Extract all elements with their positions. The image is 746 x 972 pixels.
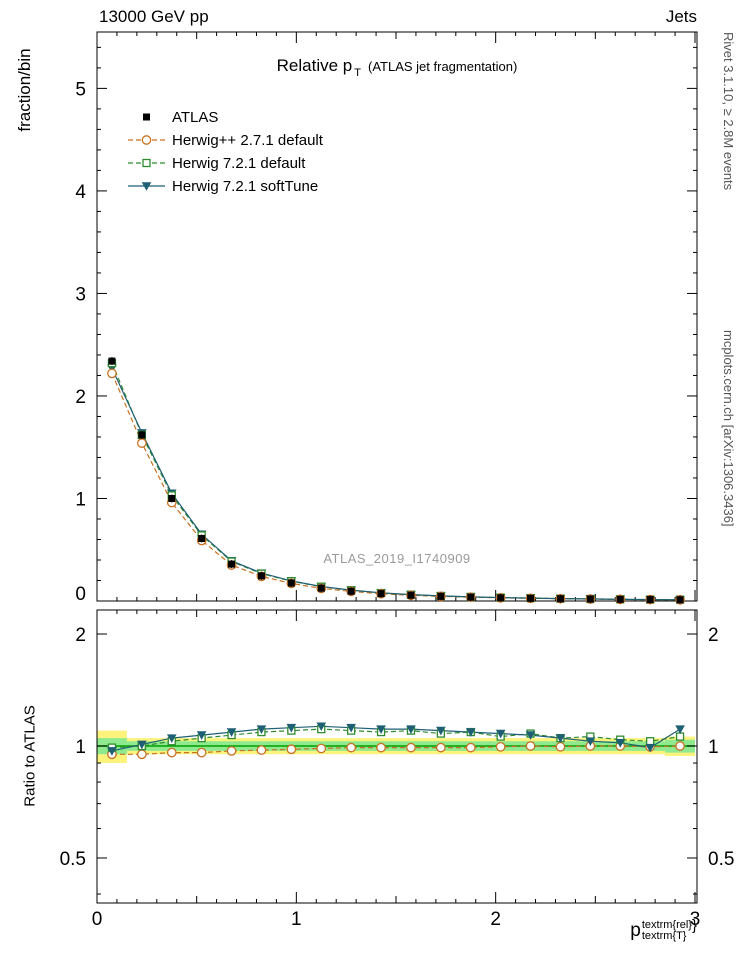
x-axis-label-sup: textrm{rel}	[641, 919, 692, 931]
svg-text:1: 1	[75, 737, 86, 758]
x-axis-label-trail: }	[691, 917, 697, 935]
plot-title: Relative p T (ATLAS jet fragmentation)	[97, 56, 697, 79]
svg-text:0: 0	[75, 584, 86, 605]
x-axis-label: ptextrm{rel} textrm{T}}	[630, 917, 697, 942]
main-markers-herwig-7-2-1-softtune	[107, 364, 685, 605]
legend-label-herwig7-default: Herwig 7.2.1 default	[172, 155, 306, 172]
plot-title-paren: (ATLAS jet fragmentation)	[368, 59, 518, 74]
svg-text:2: 2	[75, 387, 86, 408]
main-markers-atlas	[108, 357, 684, 604]
ratio-panel: 0.5 0.5 1 1 2 2 0 1 2 3	[60, 609, 734, 930]
ratio-markers-herwig-7-2-1-softtune	[107, 722, 685, 756]
plot-title-subscript: T	[354, 67, 361, 79]
ratio-line-herwig-7-2-1-default	[111, 728, 681, 749]
svg-text:2: 2	[708, 625, 719, 646]
side-note-rivet-version: Rivet 3.1.10, ≥ 2.8M events	[721, 32, 736, 191]
legend-label-herwigpp-default: Herwig++ 2.7.1 default	[172, 132, 323, 149]
ratio-line-herwig-7-2-1-softtune	[111, 725, 681, 752]
svg-text:0: 0	[92, 909, 103, 930]
header-beam-energy: 13000 GeV pp	[99, 7, 209, 26]
main-markers-herwig-2-7-1-default	[107, 368, 685, 605]
main-line-herwig-7-2-1-softtune	[111, 368, 681, 601]
plot-title-main: Relative p	[276, 56, 353, 75]
x-axis-label-sub: textrm{T}	[641, 930, 687, 942]
svg-text:0.5: 0.5	[60, 849, 86, 870]
side-note-mcplots: mcplots.cern.ch [arXiv:1306.3436]	[721, 330, 736, 527]
watermark-analysis-id: ATLAS_2019_I1740909	[323, 551, 471, 566]
header-analysis-group: Jets	[665, 7, 697, 26]
ratio-markers-herwig-2-7-1-default	[107, 741, 685, 760]
y-axis-label-main: fraction/bin	[15, 48, 34, 132]
main-markers-herwig-7-2-1-default	[107, 358, 685, 604]
svg-text:1: 1	[291, 909, 302, 930]
svg-text:1: 1	[708, 737, 719, 758]
legend-markers	[128, 113, 165, 191]
legend-label-herwig7-softtune: Herwig 7.2.1 softTune	[172, 178, 319, 195]
svg-text:1: 1	[75, 489, 86, 510]
svg-text:0.5: 0.5	[708, 849, 734, 870]
svg-text:3: 3	[75, 284, 86, 305]
y-axis-label-ratio: Ratio to ATLAS	[21, 705, 39, 807]
svg-text:5: 5	[75, 79, 86, 100]
svg-text:2: 2	[75, 625, 86, 646]
legend-label-atlas: ATLAS	[172, 109, 219, 126]
x-axis-label-scripts: textrm{rel} textrm{T}	[642, 920, 692, 942]
main-panel: 1 2 3 4 5 0	[75, 31, 698, 605]
svg-text:3: 3	[690, 909, 701, 930]
svg-text:2: 2	[490, 909, 501, 930]
svg-text:4: 4	[75, 182, 86, 203]
ratio-line-herwig-2-7-1-default	[112, 745, 681, 755]
x-axis-label-base: p	[630, 920, 641, 942]
